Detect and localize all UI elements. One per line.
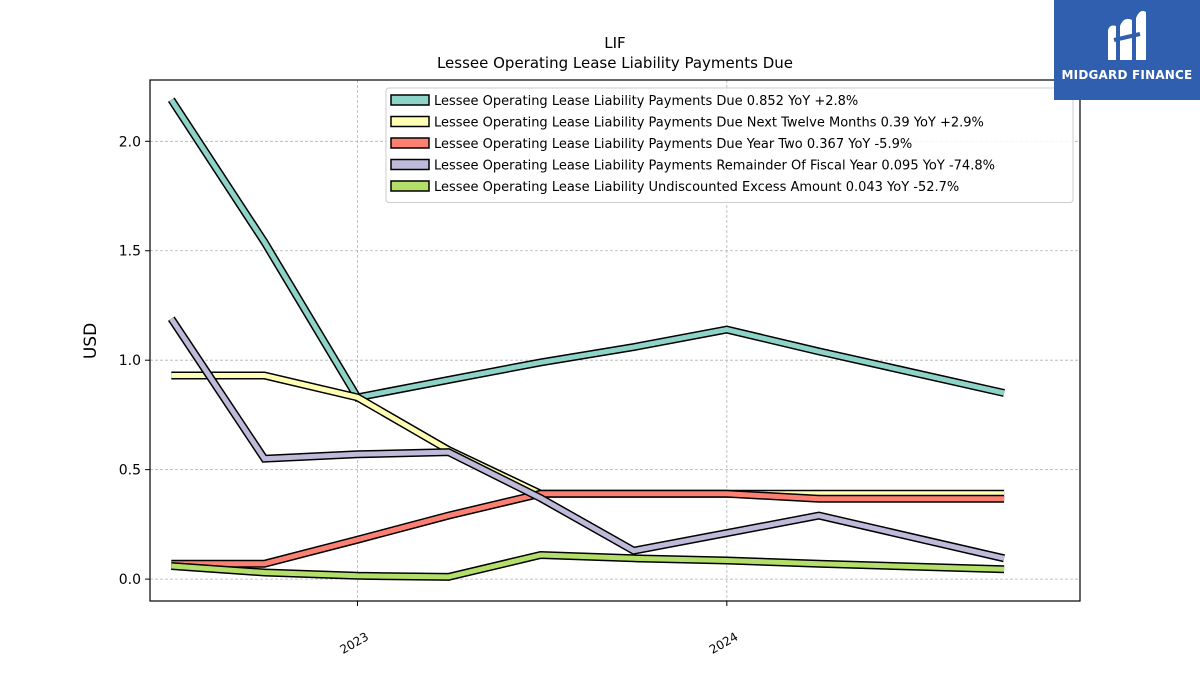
legend-label: Lessee Operating Lease Liability Payment… (434, 137, 912, 152)
series-line-fill (171, 552, 1005, 580)
series-line-5 (171, 550, 1005, 581)
legend-swatch (390, 180, 430, 192)
legend-label: Lessee Operating Lease Liability Payment… (434, 116, 984, 131)
y-tick-label: 2.0 (119, 134, 141, 150)
legend: Lessee Operating Lease Liability Payment… (385, 87, 1074, 203)
x-tick-label: 2024 (707, 629, 740, 656)
series-line-outline (171, 371, 1005, 498)
y-tick-label: 0.5 (119, 463, 141, 479)
legend-swatch (390, 94, 430, 106)
series-line-fill (169, 317, 1005, 561)
logo-text: MIDGARD FINANCE (1061, 68, 1193, 82)
legend-swatch (390, 158, 430, 171)
y-axis-label: USD (81, 323, 101, 359)
series-line-1 (167, 97, 1005, 402)
y-tick-label: 0.0 (119, 572, 141, 588)
series-line-2 (171, 371, 1005, 498)
midgard-logo-icon (1108, 10, 1146, 60)
chart-subtitle: Lessee Operating Lease Liability Payment… (437, 54, 793, 72)
series-line-4 (167, 316, 1005, 563)
legend-label: Lessee Operating Lease Liability Undisco… (434, 180, 959, 195)
y-tick-label: 1.0 (119, 353, 141, 369)
y-tick-label: 1.5 (119, 244, 141, 260)
plot-frame (149, 79, 1081, 602)
legend-swatch (390, 115, 430, 128)
legend-box (385, 87, 1074, 203)
legend-label: Lessee Operating Lease Liability Payment… (434, 159, 995, 174)
legend-swatch (390, 137, 430, 149)
x-tick-label: 2023 (337, 629, 370, 656)
series-lines (167, 97, 1005, 581)
series-line-fill (169, 98, 1005, 401)
series-line-fill (171, 373, 1005, 497)
midgard-logo: MIDGARD FINANCE (1054, 0, 1200, 100)
legend-label: Lessee Operating Lease Liability Payment… (434, 94, 858, 109)
chart-title: LIF (604, 34, 625, 52)
